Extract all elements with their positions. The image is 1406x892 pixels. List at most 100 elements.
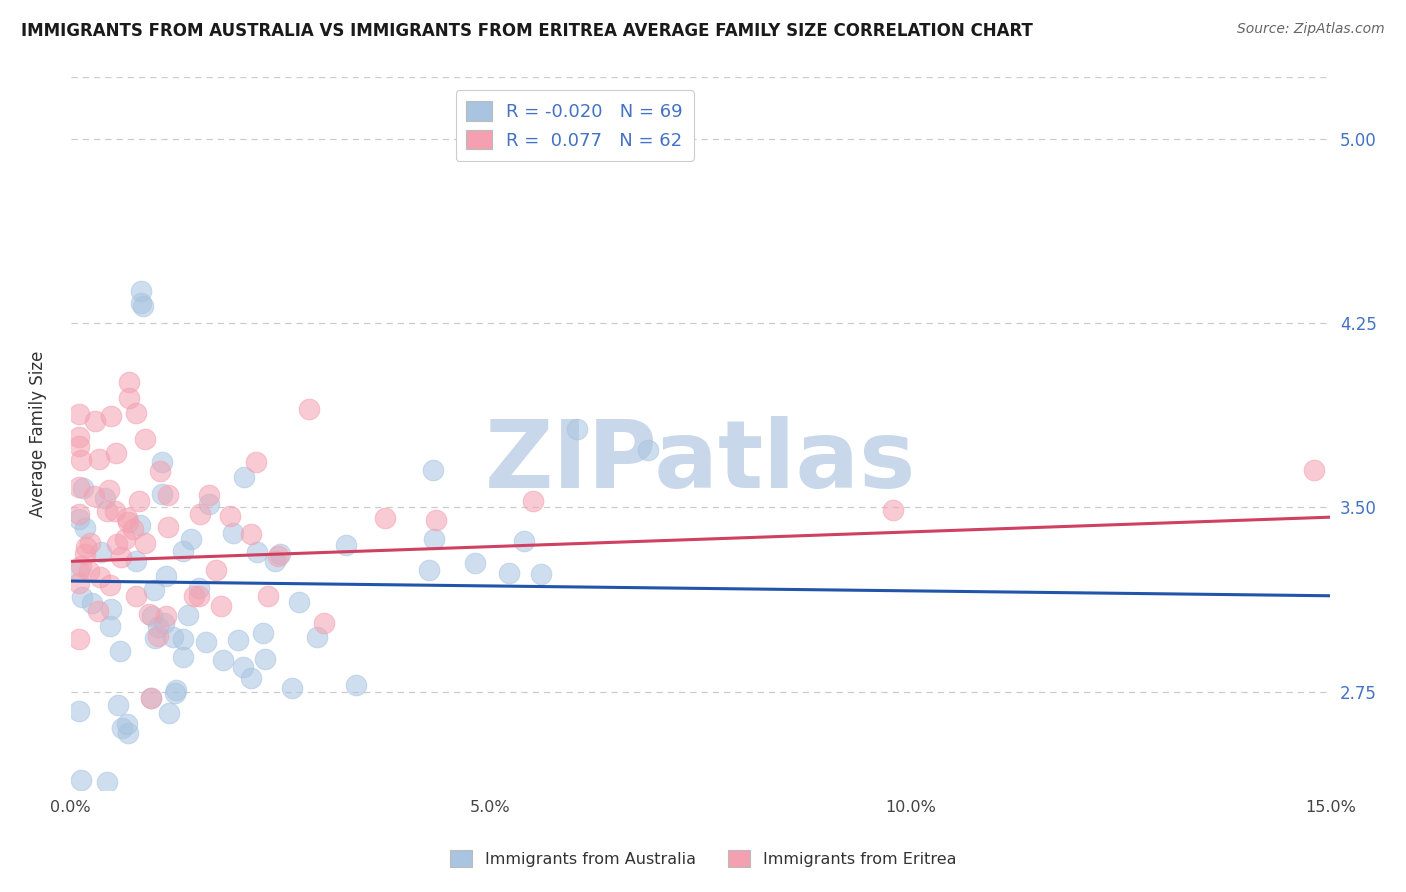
Point (118, 375, 141, 389)
Point (188, 581, 211, 595)
Point (122, 522, 145, 536)
Point (98, 618, 121, 632)
Point (100, 601, 122, 615)
Point (117, 726, 139, 740)
Point (149, 464, 172, 478)
Point (108, 644, 131, 658)
Point (522, 494, 544, 508)
Point (138, 607, 160, 622)
Point (96, 504, 118, 518)
Point (172, 632, 194, 646)
Point (115, 511, 138, 525)
Point (211, 653, 233, 667)
Point (84, 414, 107, 428)
Point (209, 599, 232, 614)
Point (374, 511, 396, 525)
Point (264, 553, 287, 567)
Point (418, 563, 440, 577)
Legend: Immigrants from Australia, Immigrants from Eritrea: Immigrants from Australia, Immigrants fr… (443, 844, 963, 873)
Point (70, 590, 93, 604)
Point (252, 626, 274, 640)
Point (98, 578, 121, 592)
Point (143, 631, 166, 645)
Point (172, 649, 194, 664)
Point (188, 508, 211, 522)
Point (82, 596, 104, 610)
Point (219, 509, 242, 524)
Point (146, 629, 169, 643)
Point (150, 454, 173, 468)
Point (104, 504, 127, 518)
Point (89, 570, 111, 584)
Point (281, 681, 304, 696)
Point (267, 549, 290, 563)
Point (70, 453, 93, 467)
Point (204, 563, 226, 577)
Point (90, 545, 112, 559)
Point (141, 691, 163, 706)
Point (128, 517, 150, 532)
Point (422, 463, 444, 477)
Point (132, 299, 155, 313)
Point (180, 532, 202, 546)
Point (162, 630, 184, 644)
Point (172, 544, 194, 558)
Point (72, 481, 94, 495)
Point (637, 442, 659, 457)
Point (105, 446, 128, 460)
Y-axis label: Average Family Size: Average Family Size (30, 351, 46, 516)
Text: ZIPatlas: ZIPatlas (485, 417, 917, 508)
Point (245, 455, 267, 469)
Point (129, 296, 152, 310)
Point (67, 508, 90, 522)
Point (70, 559, 93, 574)
Point (75, 540, 97, 554)
Point (155, 569, 177, 583)
Point (98, 483, 121, 497)
Point (221, 526, 243, 541)
Point (96, 775, 118, 789)
Point (70, 772, 93, 787)
Point (128, 494, 150, 508)
Point (513, 534, 536, 549)
Point (425, 513, 447, 527)
Point (79, 536, 101, 550)
Point (94, 491, 117, 505)
Point (157, 706, 180, 720)
Point (146, 620, 169, 634)
Point (117, 515, 139, 529)
Point (298, 402, 321, 417)
Point (165, 686, 187, 700)
Point (232, 660, 254, 674)
Point (269, 547, 291, 561)
Point (198, 497, 221, 511)
Point (226, 633, 249, 648)
Point (233, 469, 256, 483)
Point (75, 547, 97, 561)
Text: IMMIGRANTS FROM AUSTRALIA VS IMMIGRANTS FROM ERITREA AVERAGE FAMILY SIZE CORRELA: IMMIGRANTS FROM AUSTRALIA VS IMMIGRANTS … (21, 22, 1033, 40)
Point (195, 635, 218, 649)
Point (530, 567, 553, 582)
Point (165, 683, 187, 698)
Point (125, 554, 148, 568)
Point (67, 430, 90, 444)
Point (83, 489, 105, 503)
Point (67, 704, 90, 718)
Point (344, 678, 367, 692)
Point (75, 521, 97, 535)
Point (77, 564, 100, 578)
Point (134, 432, 156, 446)
Point (118, 392, 141, 406)
Point (188, 589, 211, 603)
Point (142, 583, 165, 598)
Point (87, 452, 110, 467)
Point (110, 549, 132, 564)
Point (114, 532, 136, 546)
Point (423, 533, 446, 547)
Point (288, 595, 311, 609)
Point (312, 615, 335, 630)
Point (67, 407, 90, 421)
Point (105, 536, 128, 550)
Point (67, 480, 90, 494)
Point (141, 690, 163, 705)
